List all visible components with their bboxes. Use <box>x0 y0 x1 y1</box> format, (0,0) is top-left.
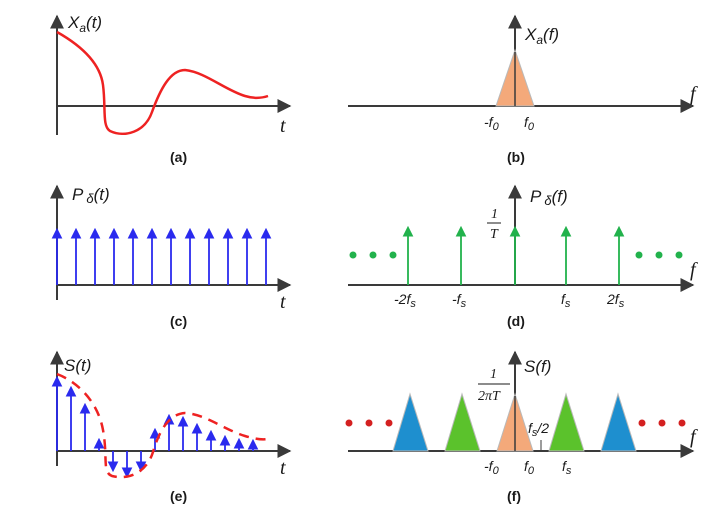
panel-f-tick-fs: fs <box>562 458 572 477</box>
panel-f-dots-left <box>345 419 393 427</box>
panel-a-title: Xa(t) <box>67 13 102 35</box>
panel-b: Xa(f) f -f0 f0 (b) <box>348 14 698 165</box>
panel-d-tick-neg2: -2fs <box>394 291 416 310</box>
panel-a: Xa(t) t (a) <box>50 13 292 165</box>
panel-e-sampled-impulses <box>51 375 259 479</box>
panel-f-dots-right <box>638 419 686 427</box>
panel-f: S(f) 1 2πT fs/2 f -f0 f0 fs (f) <box>345 350 698 504</box>
panel-b-tick-neg: -f0 <box>484 114 500 133</box>
panel-f-half-label: fs/2 <box>528 420 549 439</box>
panel-b-tick-pos: f0 <box>524 114 535 133</box>
panel-a-caption: (a) <box>170 149 187 165</box>
panel-d-amp-num: 1 <box>491 207 498 222</box>
panel-d-dots-left <box>349 251 397 259</box>
panel-e-caption: (e) <box>170 488 187 504</box>
panel-c-axis-label: t <box>280 291 286 313</box>
panel-d-caption: (d) <box>507 313 525 329</box>
panel-f-replica-pos1 <box>548 392 585 452</box>
panel-f-replica-neg2 <box>392 392 429 452</box>
panel-b-caption: (b) <box>507 149 525 165</box>
panel-e-title: S(t) <box>64 356 91 375</box>
panel-e-envelope <box>56 372 269 479</box>
panel-d-tick-neg1: -fs <box>452 291 467 310</box>
panel-f-axis-label: f <box>690 426 698 448</box>
panel-f-replica-pos2 <box>600 392 637 452</box>
panel-f-amp-den: 2πT <box>478 389 501 404</box>
panel-f-tick-neg: -f0 <box>484 458 500 477</box>
panel-f-tick-pos: f0 <box>524 458 535 477</box>
panel-d-axis-label: f <box>690 259 698 281</box>
panel-f-replica-neg1 <box>444 392 481 452</box>
panel-c-impulse-train <box>51 227 272 285</box>
panel-b-axis-label: f <box>690 83 698 105</box>
panel-d-tick-pos1: fs <box>561 291 571 310</box>
panel-a-analog-signal <box>56 30 269 136</box>
panel-e: S(t) t (e) <box>50 350 292 504</box>
panel-c-caption: (c) <box>170 313 187 329</box>
panel-d-dots-right <box>635 251 683 259</box>
panel-f-title: S(f) <box>524 357 551 376</box>
panel-f-amp-num: 1 <box>490 367 497 382</box>
panel-a-axis-label: t <box>280 115 286 137</box>
panel-d-amp-den: T <box>490 227 499 242</box>
panel-d-impulse-train <box>402 225 625 285</box>
panel-b-title: Xa(f) <box>524 25 559 47</box>
panel-f-caption: (f) <box>507 488 521 504</box>
panel-e-axis-label: t <box>280 457 286 479</box>
panel-d-tick-pos2: 2fs <box>606 291 625 310</box>
